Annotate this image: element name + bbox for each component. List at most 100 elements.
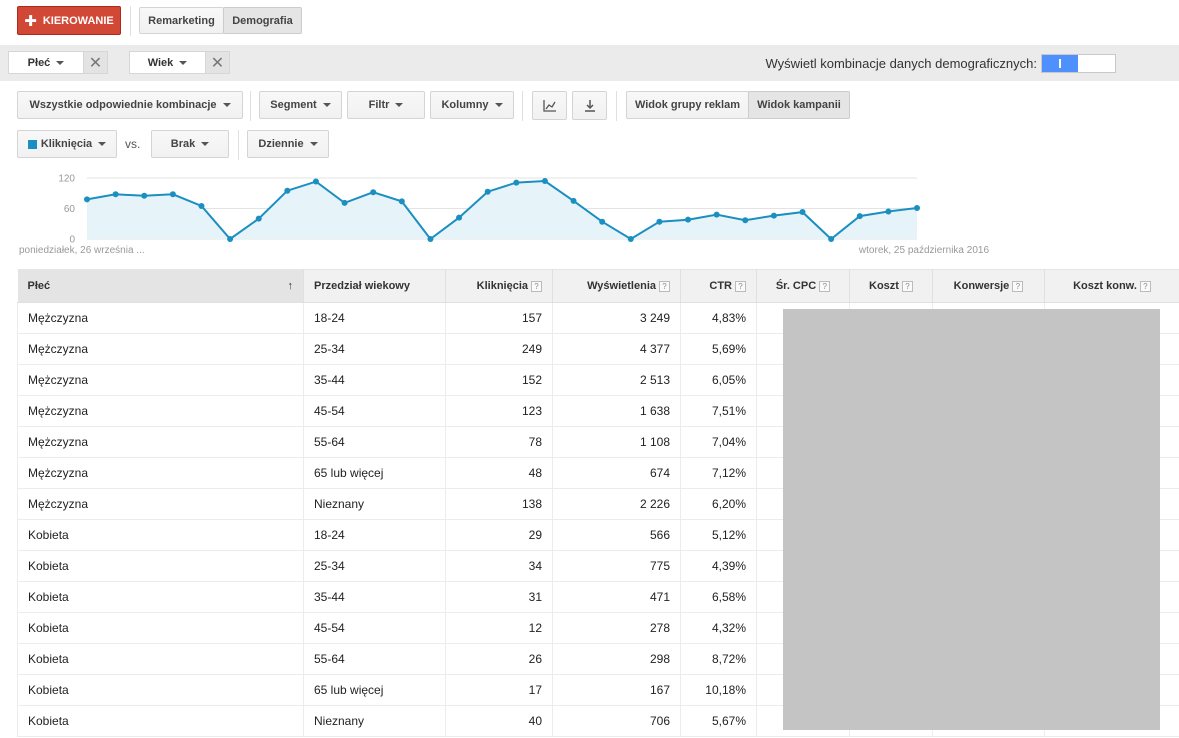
remove-age-filter-icon[interactable]: ✕ xyxy=(206,51,230,74)
data-point[interactable] xyxy=(685,216,692,223)
metric2-label: Brak xyxy=(170,138,196,150)
columns-button[interactable]: Kolumny xyxy=(430,91,514,119)
column-header-label: Śr. CPC xyxy=(775,280,817,292)
data-point[interactable] xyxy=(656,218,663,225)
data-point[interactable] xyxy=(341,199,348,206)
table-cell: Kobieta xyxy=(17,643,304,675)
data-point[interactable] xyxy=(713,211,720,218)
table-cell: 55-64 xyxy=(303,426,446,458)
table-cell: Mężczyzna xyxy=(17,457,304,489)
demographics-filter-bar: Płeć ✕ Wiek ✕ xyxy=(0,45,1179,81)
column-header[interactable]: Konwersje? xyxy=(932,269,1045,303)
help-icon[interactable]: ? xyxy=(659,280,670,292)
data-point[interactable] xyxy=(312,178,319,185)
table-cell: 278 xyxy=(552,612,681,644)
table-cell: 249 xyxy=(445,333,553,365)
combinations-dropdown-label: Wszystkie odpowiednie kombinacje xyxy=(29,99,217,111)
data-point[interactable] xyxy=(169,191,176,198)
columns-label: Kolumny xyxy=(441,99,489,111)
table-cell: 4 377 xyxy=(552,333,681,365)
column-header[interactable]: Płeć ↑ xyxy=(17,269,304,303)
data-point[interactable] xyxy=(627,236,634,242)
data-point[interactable] xyxy=(742,217,749,224)
column-header[interactable]: Kliknięcia? xyxy=(445,269,553,303)
table-cell: 167 xyxy=(552,674,681,706)
download-button[interactable] xyxy=(572,91,607,120)
table-cell: 8,72% xyxy=(680,643,757,675)
column-header[interactable]: Przedział wiekowy xyxy=(303,269,446,303)
data-point[interactable] xyxy=(856,213,863,220)
data-point[interactable] xyxy=(112,191,119,198)
help-icon[interactable]: ? xyxy=(1139,280,1151,292)
help-icon[interactable]: ? xyxy=(901,280,913,292)
data-point[interactable] xyxy=(570,197,577,204)
data-point[interactable] xyxy=(398,198,405,205)
column-header[interactable]: CTR? xyxy=(680,269,757,303)
sort-ascending-icon: ↑ xyxy=(287,280,294,292)
metric1-dropdown[interactable]: Kliknięcia xyxy=(17,130,117,158)
column-header[interactable]: Koszt? xyxy=(849,269,933,303)
table-cell: 3 249 xyxy=(552,302,681,334)
tab-demografia-label: Demografia xyxy=(232,14,293,27)
table-cell: Nieznany xyxy=(303,705,446,737)
table-cell: 35-44 xyxy=(303,581,446,613)
table-cell: 31 xyxy=(445,581,553,613)
targeting-button[interactable]: ✚ KIEROWANIE xyxy=(17,6,121,35)
data-point[interactable] xyxy=(456,214,463,221)
table-cell: 65 lub więcej xyxy=(303,457,446,489)
table-cell: Kobieta xyxy=(17,581,304,613)
data-point[interactable] xyxy=(541,178,548,185)
data-point[interactable] xyxy=(227,236,234,242)
remove-gender-filter-icon[interactable]: ✕ xyxy=(84,51,108,74)
segment-button[interactable]: Segment xyxy=(259,91,342,119)
data-point[interactable] xyxy=(799,209,806,216)
data-point[interactable] xyxy=(370,189,377,196)
metric2-dropdown[interactable]: Brak xyxy=(151,130,229,158)
adgroup-view-button[interactable]: Widok grupy reklam xyxy=(626,91,749,119)
data-point[interactable] xyxy=(513,179,520,186)
data-point[interactable] xyxy=(599,218,606,225)
clicks-chart: 120 60 0 poniedziałek, 26 września ... wto… xyxy=(19,174,990,257)
help-icon[interactable]: ? xyxy=(1012,280,1024,292)
plus-icon: ✚ xyxy=(24,12,37,30)
data-point[interactable] xyxy=(828,236,835,242)
x-axis-end-label: wtorek, 25 października 2016 xyxy=(858,245,990,256)
period-dropdown[interactable]: Dziennie xyxy=(247,130,329,158)
divider xyxy=(522,91,523,121)
combination-toggle[interactable] xyxy=(1041,54,1116,73)
tab-remarketing[interactable]: Remarketing xyxy=(139,7,224,34)
column-header[interactable]: Śr. CPC? xyxy=(756,269,850,303)
help-icon[interactable]: ? xyxy=(531,280,542,292)
combination-toggle-label: Wyświetl kombinacje danych demograficzny… xyxy=(765,56,1037,71)
column-header[interactable]: Koszt konw.? xyxy=(1044,269,1179,303)
filter-button[interactable]: Filtr xyxy=(347,91,425,119)
data-point[interactable] xyxy=(427,236,434,242)
data-point[interactable] xyxy=(885,208,892,215)
campaign-view-button[interactable]: Widok kampanii xyxy=(748,91,850,119)
data-point[interactable] xyxy=(84,196,90,203)
table-cell: 48 xyxy=(445,457,553,489)
data-point[interactable] xyxy=(141,192,148,199)
table-cell: 471 xyxy=(552,581,681,613)
data-point[interactable] xyxy=(198,202,205,209)
clicks-area xyxy=(87,181,917,239)
data-point[interactable] xyxy=(484,188,491,195)
chart-toggle-button[interactable] xyxy=(532,91,567,120)
toggle-on-indicator xyxy=(1042,55,1078,72)
table-cell: Mężczyzna xyxy=(17,395,304,427)
data-point[interactable] xyxy=(284,187,291,194)
column-header[interactable]: Wyświetlenia? xyxy=(552,269,681,303)
age-filter-chip[interactable]: Wiek xyxy=(129,51,206,74)
y-tick-label: 60 xyxy=(64,204,76,215)
age-filter-label: Wiek xyxy=(147,56,174,69)
tab-demografia[interactable]: Demografia xyxy=(223,7,302,34)
gender-filter-chip[interactable]: Płeć xyxy=(8,51,84,74)
data-point[interactable] xyxy=(255,215,262,222)
data-point[interactable] xyxy=(770,212,777,219)
table-cell: Nieznany xyxy=(303,488,446,520)
combinations-dropdown[interactable]: Wszystkie odpowiednie kombinacje xyxy=(17,91,243,119)
help-icon[interactable]: ? xyxy=(819,280,831,292)
data-point[interactable] xyxy=(914,204,920,211)
table-cell: 2 226 xyxy=(552,488,681,520)
help-icon[interactable]: ? xyxy=(735,280,746,292)
